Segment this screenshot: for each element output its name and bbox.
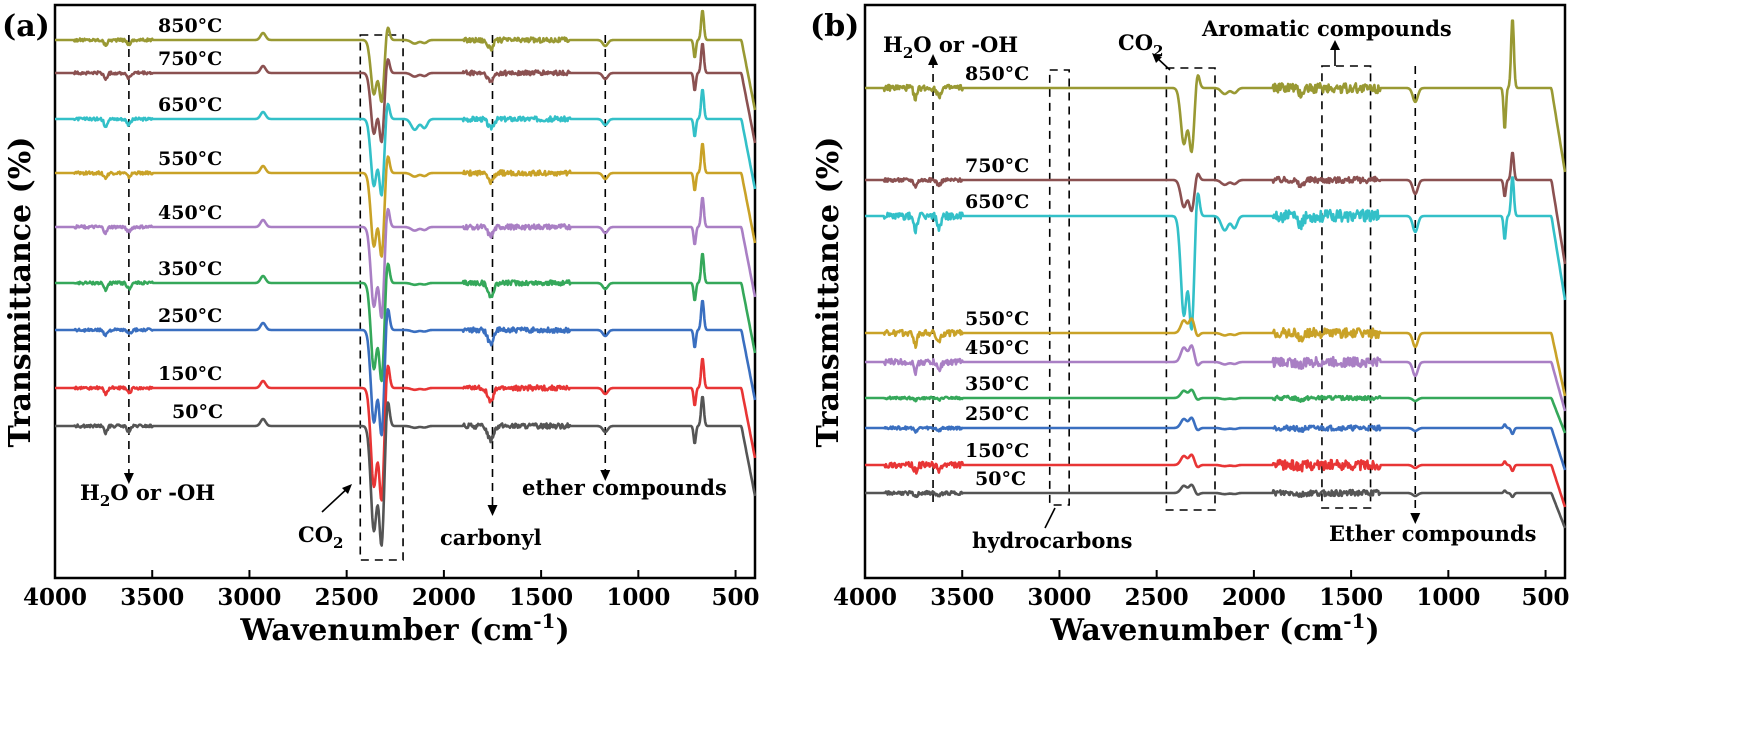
series-line-450c	[54, 196, 757, 319]
panela-x-tick-label: 2500	[315, 584, 379, 611]
panela-dashed-arrowhead	[600, 470, 611, 481]
series-label-250c: 250°C	[965, 403, 1029, 425]
panelb-x-tick-label: 1500	[1319, 584, 1383, 611]
panel-b-annotation-ether: Ether compounds	[1329, 521, 1536, 546]
panelb-x-tick-label: 3000	[1027, 584, 1091, 611]
panel-a-series	[54, 9, 757, 547]
series-line-250c	[54, 299, 757, 437]
panel-a-annotation-ether: ether compounds	[522, 475, 727, 500]
panel-b-series-labels: 850°C 750°C 650°C 550°C 450°C 350°C 250°C 150°C…	[965, 63, 1029, 490]
series-line-650c	[864, 176, 1567, 331]
panel-b-x-ticks: 4000 3500 3000 2500 2000 1500 1000 500	[833, 570, 1570, 611]
panel-a: 4000 3500 3000 2500 2000 1500 1000 500 (a) Wave…	[2, 3, 760, 648]
series-line-850c	[54, 9, 757, 111]
panel-a-y-axis-title: Transmittance (%)	[3, 137, 38, 448]
panelb-x-tick-label: 500	[1522, 584, 1570, 611]
series-label-250c: 250°C	[158, 305, 222, 327]
panelb-dashed-arrowhead	[1410, 513, 1421, 524]
panel-b-hydrocarbons-arrow	[1044, 507, 1056, 529]
panel-a-annotation-co2: CO2	[298, 522, 343, 552]
series-label-750c: 750°C	[158, 48, 222, 70]
panela-x-tick-label: 3500	[120, 584, 184, 611]
series-line-550c	[54, 142, 757, 258]
series-line-350c	[54, 252, 757, 383]
panel-a-annotation-water: H2O or -OH	[80, 480, 215, 510]
panelb-x-tick-label: 3500	[930, 584, 994, 611]
series-label-450c: 450°C	[965, 337, 1029, 359]
series-line-850c	[864, 19, 1567, 173]
panel-b-annotation-lines	[928, 54, 1421, 524]
panelb-x-tick-label: 4000	[833, 584, 897, 611]
series-label-550c: 550°C	[965, 308, 1029, 330]
panel-a-annotation-carbonyl: carbonyl	[440, 525, 542, 550]
panel-a-co2-arrowhead	[342, 484, 352, 494]
series-line-550c	[864, 317, 1567, 397]
panelb-x-tick-label: 1000	[1416, 584, 1480, 611]
series-line-50c	[864, 483, 1567, 529]
panel-b-annotation-hydrocarbons: hydrocarbons	[972, 528, 1132, 553]
panelb-x-tick-label: 2000	[1222, 584, 1286, 611]
series-line-450c	[864, 344, 1567, 412]
series-line-250c	[864, 416, 1567, 471]
series-label-850c: 850°C	[158, 15, 222, 37]
panela-x-tick-label: 4000	[23, 584, 87, 611]
panel-b-co2-arrowhead	[1152, 53, 1162, 63]
panel-b-annotation-water: H2O or -OH	[883, 32, 1018, 62]
series-line-150c	[54, 357, 757, 502]
panel-a-series-labels: 850°C 750°C 650°C 550°C 450°C 350°C 250°C 150°C…	[158, 15, 223, 423]
series-label-550c: 550°C	[158, 148, 222, 170]
panela-dashed-arrowhead	[487, 505, 498, 516]
series-line-350c	[864, 388, 1567, 434]
series-line-650c	[54, 88, 757, 197]
panel-b: 4000 3500 3000 2500 2000 1500 1000 500 (b) Wave…	[810, 3, 1570, 648]
series-line-50c	[54, 395, 757, 547]
series-label-450c: 450°C	[158, 202, 222, 224]
panela-x-tick-label: 3000	[217, 584, 281, 611]
panel-b-plot-frame	[863, 3, 1567, 580]
series-label-650c: 650°C	[965, 191, 1029, 213]
series-label-850c: 850°C	[965, 63, 1029, 85]
panel-a-annotation-lines	[123, 34, 611, 561]
panelb-x-tick-label: 2500	[1125, 584, 1189, 611]
panela-dashed-box	[359, 34, 404, 561]
series-line-750c	[864, 151, 1567, 265]
series-label-350c: 350°C	[158, 258, 222, 280]
series-label-750c: 750°C	[965, 155, 1029, 177]
panel-b-y-axis-title: Transmittance (%)	[811, 137, 846, 448]
panelb-dashed-box	[1165, 67, 1216, 511]
series-label-50c: 50°C	[975, 468, 1026, 490]
series-label-150c: 150°C	[965, 440, 1029, 462]
panel-b-series	[864, 19, 1567, 529]
series-label-50c: 50°C	[172, 401, 223, 423]
panela-x-tick-label: 500	[712, 584, 760, 611]
series-label-150c: 150°C	[158, 363, 222, 385]
panelb-dashed-box	[1321, 65, 1372, 509]
series-line-150c	[864, 453, 1567, 508]
panel-a-x-ticks: 4000 3500 3000 2500 2000 1500 1000 500	[23, 570, 760, 611]
panela-x-tick-label: 2000	[412, 584, 476, 611]
series-line-750c	[54, 42, 757, 144]
series-label-350c: 350°C	[965, 373, 1029, 395]
panel-b-x-axis-title: Wavenumber (cm-1)	[1049, 609, 1379, 648]
series-label-650c: 650°C	[158, 94, 222, 116]
panela-x-tick-label: 1000	[606, 584, 670, 611]
panel-b-aromatic-arrowhead	[1330, 40, 1340, 50]
panelb-dashed-box	[1048, 69, 1070, 506]
panel-b-label: (b)	[810, 9, 859, 44]
panel-b-annotation-aromatic: Aromatic compounds	[1201, 16, 1452, 41]
panelb-dashed-arrowhead	[928, 54, 939, 65]
panel-a-label: (a)	[2, 9, 50, 44]
panela-x-tick-label: 1500	[509, 584, 573, 611]
panela-dashed-arrowhead	[123, 473, 134, 484]
panel-a-x-axis-title: Wavenumber (cm-1)	[239, 609, 569, 648]
